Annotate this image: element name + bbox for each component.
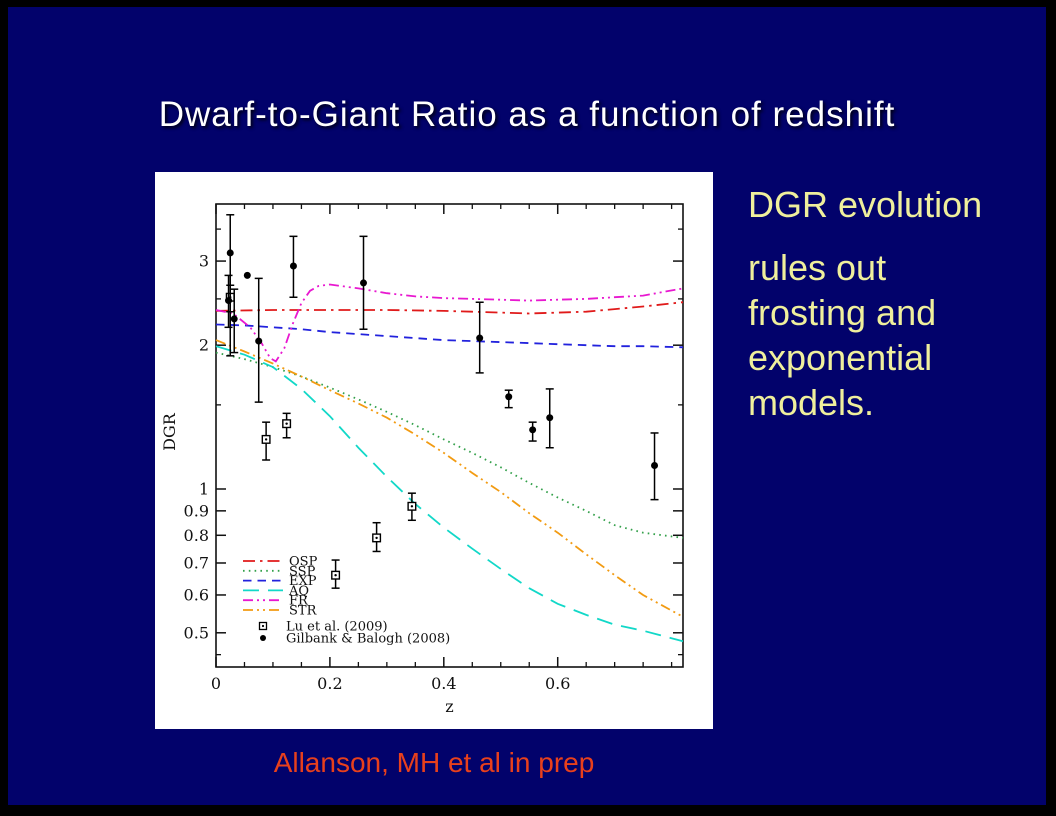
legend-label-dataset-1: Gilbank & Balogh (2008) (286, 632, 450, 647)
x-tick-label: 0.6 (545, 674, 570, 693)
y-tick-label: 0.7 (184, 553, 209, 572)
data-point-square-dot (285, 422, 288, 425)
data-point-circle (505, 393, 513, 401)
y-tick-label: 0.6 (184, 585, 209, 604)
data-point-square-dot (410, 505, 414, 508)
x-tick-label: 0.2 (317, 674, 342, 693)
data-point-circle (546, 414, 554, 422)
y-tick-label: 0.9 (184, 501, 209, 520)
y-tick-label: 2 (199, 336, 209, 355)
citation-text: Allanson, MH et al in prep (273, 747, 595, 778)
data-point-square-dot (375, 536, 378, 540)
side-annotation: DGR evolution rules out frosting and exp… (748, 182, 998, 443)
data-point-circle (243, 271, 251, 279)
legend-label-ssp: SSP (289, 564, 316, 579)
data-point-circle (476, 334, 484, 342)
data-point-circle (289, 262, 297, 270)
side-annotation-line-1: DGR evolution (748, 184, 983, 225)
legend-label-exp: EXP (289, 574, 317, 589)
x-tick-label: 0 (211, 674, 221, 693)
dgr-plot-panel: 0 0.2 0.4 0.6 0.5 0.6 0.7 0.8 0.9 1 2 3 z DGR OSP SSP EX… (155, 172, 713, 729)
data-point-circle (529, 426, 537, 434)
data-point-square-dot (334, 573, 337, 577)
data-point-circle (230, 315, 238, 323)
curve-fr (215, 283, 684, 363)
plot-frame (215, 203, 684, 668)
y-tick-label: 0.8 (184, 526, 209, 545)
legend-label-osp: OSP (289, 555, 318, 570)
x-tick-label: 0.4 (431, 674, 456, 693)
data-point-circle (651, 461, 659, 469)
slide-title: Dwarf-to-Giant Ratio as a function of re… (158, 95, 896, 134)
y-axis-label: DGR (160, 412, 179, 451)
side-annotation-line-2: rules out frosting and exponential model… (748, 247, 937, 423)
curve-str (215, 339, 684, 618)
legend-label-aq: AQ (288, 584, 309, 599)
legend-label-fr: FR (289, 594, 309, 609)
y-tick-label: 3 (199, 252, 209, 271)
legend-marker-square-dot (261, 624, 265, 628)
y-tick-label: 1 (199, 479, 209, 498)
curve-aq (215, 345, 684, 643)
data-point-square-dot (264, 438, 268, 441)
data-point-circle (360, 279, 368, 287)
legend-label-dataset-0: Lu et al. (2009) (286, 620, 388, 635)
curve-osp (215, 301, 684, 315)
data-point-circle (255, 337, 263, 345)
legend-label-str: STR (289, 604, 318, 619)
legend-marker-filled-circle (260, 635, 266, 641)
curve-ssp (215, 351, 684, 539)
presentation-slide: Dwarf-to-Giant Ratio as a function of re… (8, 7, 1046, 805)
y-tick-label: 0.5 (184, 623, 209, 642)
dgr-vs-redshift-chart: 0 0.2 0.4 0.6 0.5 0.6 0.7 0.8 0.9 1 2 3 z DGR OSPSSPEX… (160, 203, 684, 716)
data-point-circle (226, 249, 234, 257)
x-axis-label: z (445, 697, 453, 716)
curve-exp (215, 323, 684, 349)
